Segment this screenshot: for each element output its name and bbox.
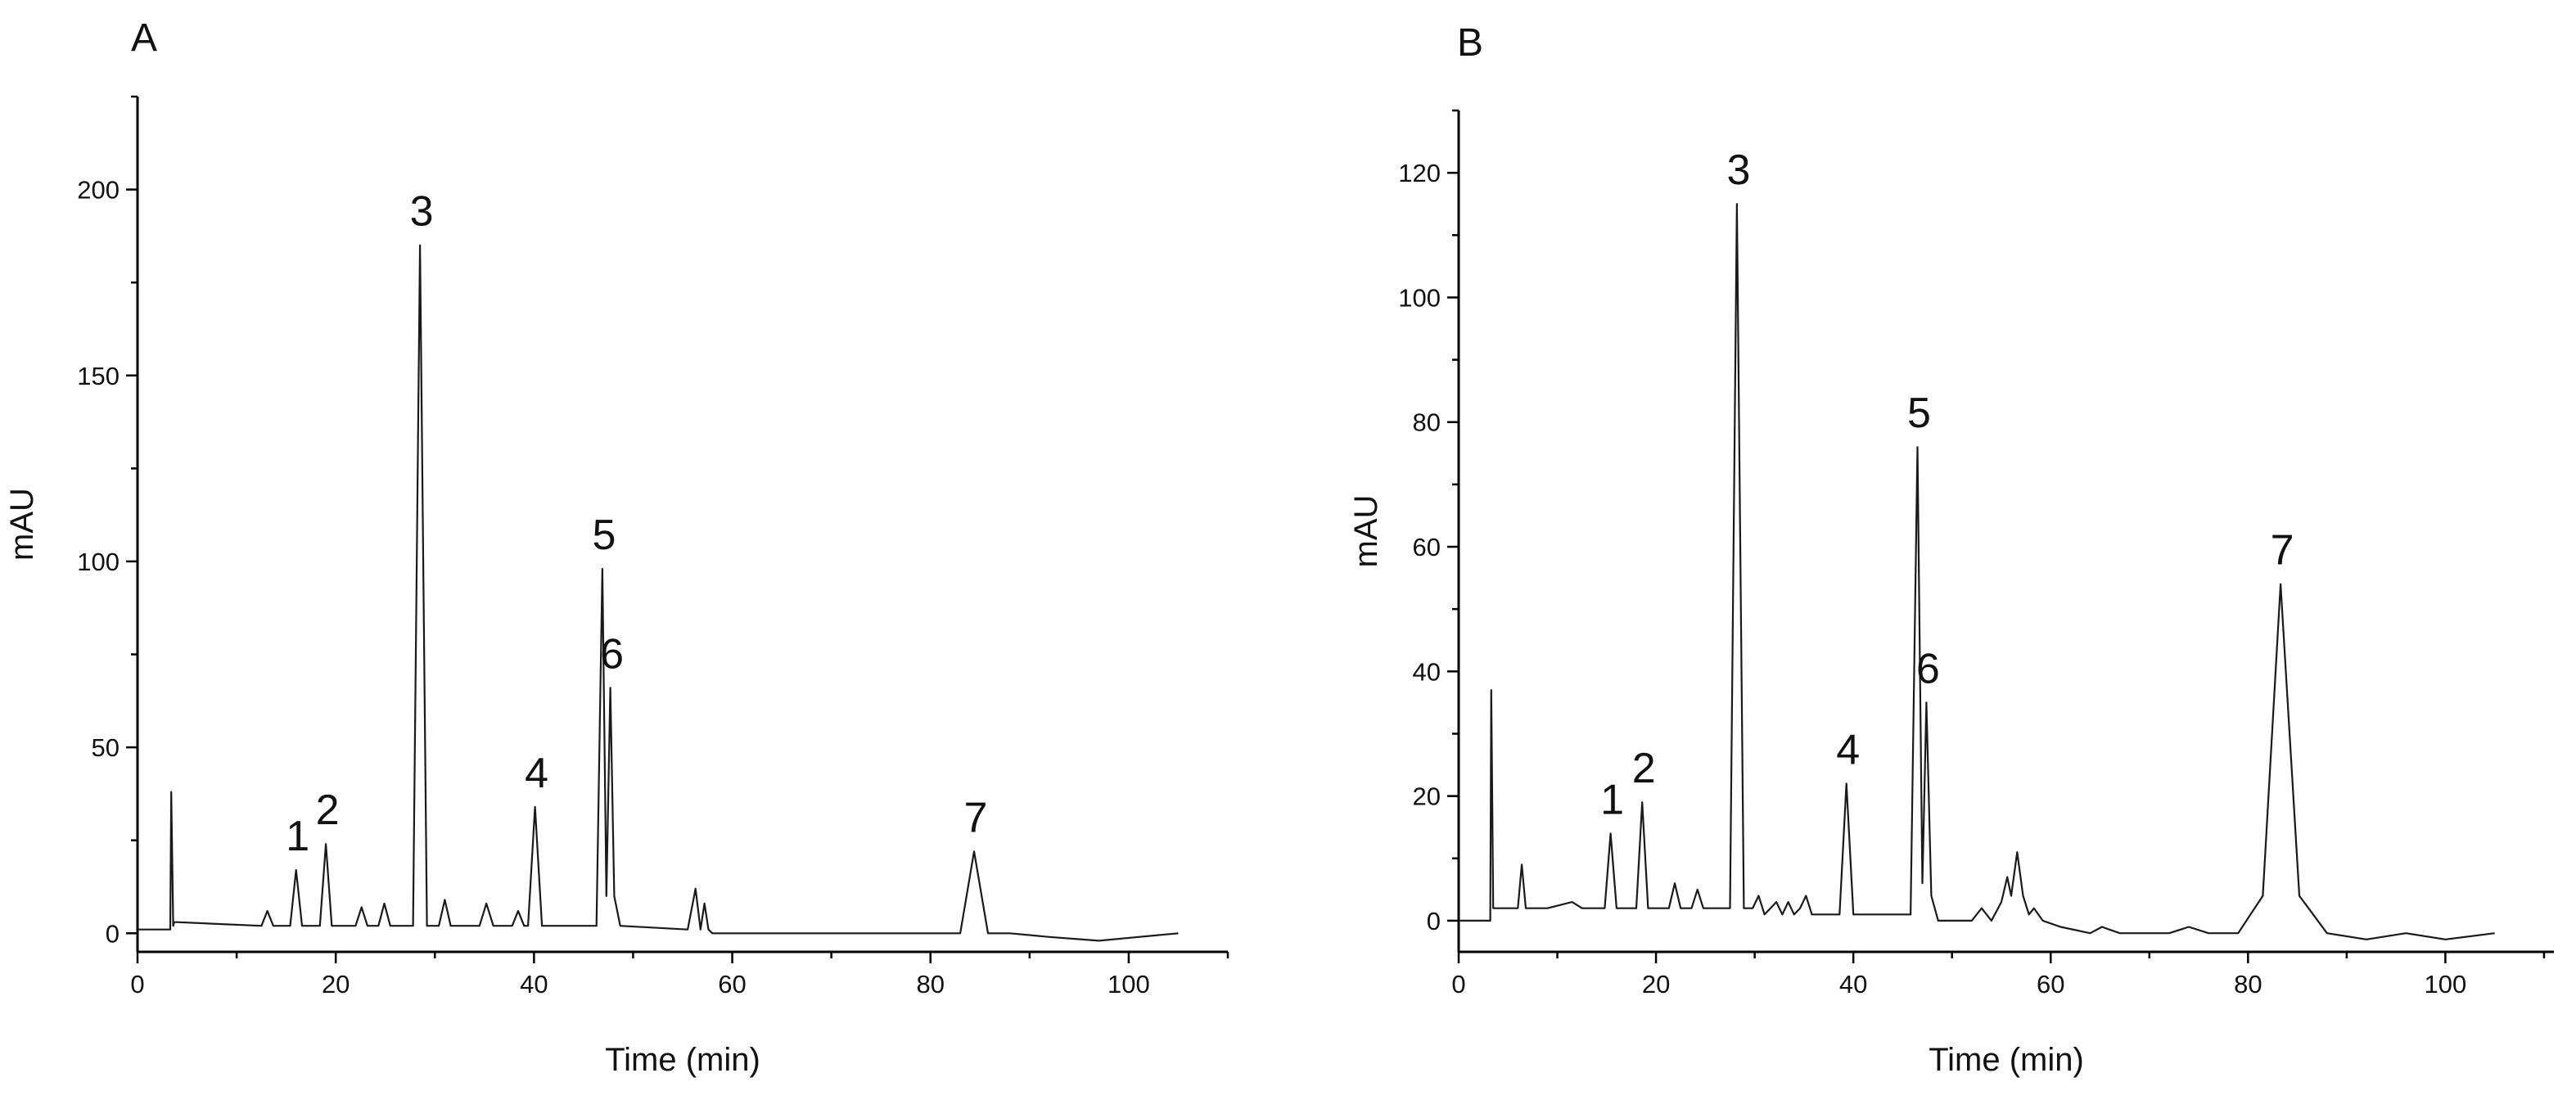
y-tick-label: 150	[77, 362, 120, 390]
y-tick-label: 100	[77, 548, 120, 576]
peak-label-7: 7	[964, 794, 988, 841]
x-tick-label: 20	[1642, 970, 1670, 999]
y-tick-label: 0	[1427, 907, 1441, 935]
peak-label-3: 3	[410, 188, 434, 236]
y-axis-title: mAU	[1348, 495, 1384, 568]
peak-label-4: 4	[525, 750, 548, 797]
x-tick-label: 40	[520, 970, 548, 999]
chromatogram-trace	[138, 244, 1179, 942]
y-tick-label: 200	[77, 176, 120, 205]
peak-label-6: 6	[600, 630, 624, 678]
peak-label-4: 4	[1836, 726, 1860, 773]
y-tick-label: 100	[1398, 283, 1441, 312]
x-axis-title: Time (min)	[605, 1042, 760, 1078]
panel-letter: B	[1457, 21, 1483, 65]
peak-label-5: 5	[1907, 390, 1931, 437]
x-tick-label: 0	[1451, 970, 1465, 999]
x-tick-label: 100	[2425, 970, 2467, 999]
chart-panel-a: A 0 20 40 60 80 100 0 50 100 150 200 Time (min) mAU 12…	[4, 16, 1229, 1078]
peak-label-6: 6	[1916, 645, 1940, 692]
panel-letter: A	[131, 16, 157, 60]
y-tick-label: 80	[1413, 408, 1441, 437]
peak-label-2: 2	[1632, 745, 1656, 792]
x-tick-label: 80	[916, 970, 944, 999]
y-tick-label: 120	[1398, 159, 1441, 187]
x-axis-title: Time (min)	[1929, 1042, 2084, 1078]
peak-label-7: 7	[2271, 527, 2294, 575]
x-tick-label: 100	[1108, 970, 1150, 999]
x-tick-label: 60	[2037, 970, 2064, 999]
peak-label-2: 2	[316, 787, 340, 834]
x-tick-label: 0	[130, 970, 144, 999]
peak-label-1: 1	[1600, 776, 1624, 823]
x-tick-label: 60	[718, 970, 746, 999]
x-tick-label: 40	[1839, 970, 1867, 999]
y-axis-title: mAU	[4, 488, 40, 561]
y-tick-label: 20	[1413, 782, 1441, 811]
peak-label-1: 1	[286, 813, 309, 860]
x-tick-label: 80	[2234, 970, 2262, 999]
x-tick-label: 20	[322, 970, 350, 999]
chart-panel-b: B 0 20 40 60 80 100 0 20 40 60 80 100 120 Time (min) mA…	[1348, 21, 2554, 1078]
peak-label-5: 5	[592, 512, 616, 559]
y-tick-label: 50	[92, 733, 120, 762]
chromatogram-trace	[1459, 203, 2495, 940]
y-tick-label: 60	[1413, 533, 1441, 561]
y-tick-label: 0	[106, 919, 120, 948]
peak-label-3: 3	[1726, 147, 1750, 194]
y-tick-label: 40	[1413, 657, 1441, 686]
